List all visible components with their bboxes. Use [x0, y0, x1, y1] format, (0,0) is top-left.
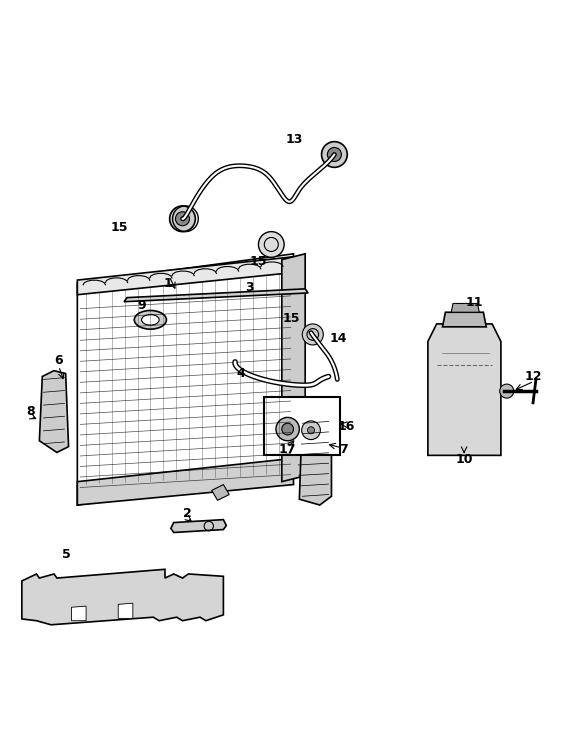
- Circle shape: [170, 206, 195, 232]
- Circle shape: [176, 212, 190, 226]
- Text: 15: 15: [249, 255, 267, 268]
- Text: 15: 15: [283, 312, 301, 325]
- Text: 9: 9: [137, 299, 146, 312]
- Polygon shape: [39, 370, 69, 453]
- Circle shape: [308, 427, 315, 434]
- Polygon shape: [282, 254, 305, 482]
- Polygon shape: [443, 312, 486, 327]
- Polygon shape: [451, 303, 479, 312]
- Polygon shape: [124, 289, 308, 302]
- Text: 5: 5: [62, 548, 71, 561]
- Text: 1: 1: [164, 276, 172, 289]
- Circle shape: [302, 324, 323, 345]
- Text: 16: 16: [338, 419, 355, 433]
- Circle shape: [276, 417, 299, 441]
- Text: 7: 7: [339, 443, 348, 456]
- Text: 3: 3: [245, 281, 254, 294]
- Polygon shape: [118, 603, 133, 618]
- Text: 4: 4: [237, 367, 245, 380]
- FancyBboxPatch shape: [264, 397, 340, 456]
- Polygon shape: [212, 485, 230, 500]
- Polygon shape: [22, 569, 224, 625]
- Polygon shape: [171, 520, 227, 532]
- Polygon shape: [428, 324, 501, 456]
- Polygon shape: [77, 459, 294, 505]
- Ellipse shape: [141, 315, 159, 325]
- Text: 11: 11: [466, 296, 483, 309]
- Circle shape: [302, 421, 321, 440]
- Circle shape: [282, 423, 294, 435]
- Text: 17: 17: [279, 443, 296, 456]
- Text: 12: 12: [524, 370, 542, 383]
- Text: 8: 8: [26, 405, 35, 418]
- Circle shape: [500, 384, 514, 398]
- Text: 14: 14: [330, 332, 348, 345]
- Text: 2: 2: [183, 508, 191, 520]
- Text: 15: 15: [111, 221, 128, 234]
- Polygon shape: [299, 414, 332, 505]
- Circle shape: [328, 148, 342, 161]
- Text: 6: 6: [55, 354, 63, 367]
- Ellipse shape: [134, 310, 167, 329]
- Circle shape: [322, 142, 348, 167]
- Circle shape: [258, 232, 284, 258]
- Polygon shape: [72, 606, 86, 620]
- Text: 10: 10: [456, 453, 473, 466]
- Polygon shape: [77, 257, 294, 294]
- Text: 13: 13: [286, 133, 303, 146]
